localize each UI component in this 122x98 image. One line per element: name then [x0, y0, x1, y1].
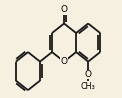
Text: O: O [61, 57, 68, 66]
Text: CH₃: CH₃ [81, 82, 96, 91]
Text: O: O [85, 70, 92, 79]
Text: O: O [61, 5, 68, 14]
